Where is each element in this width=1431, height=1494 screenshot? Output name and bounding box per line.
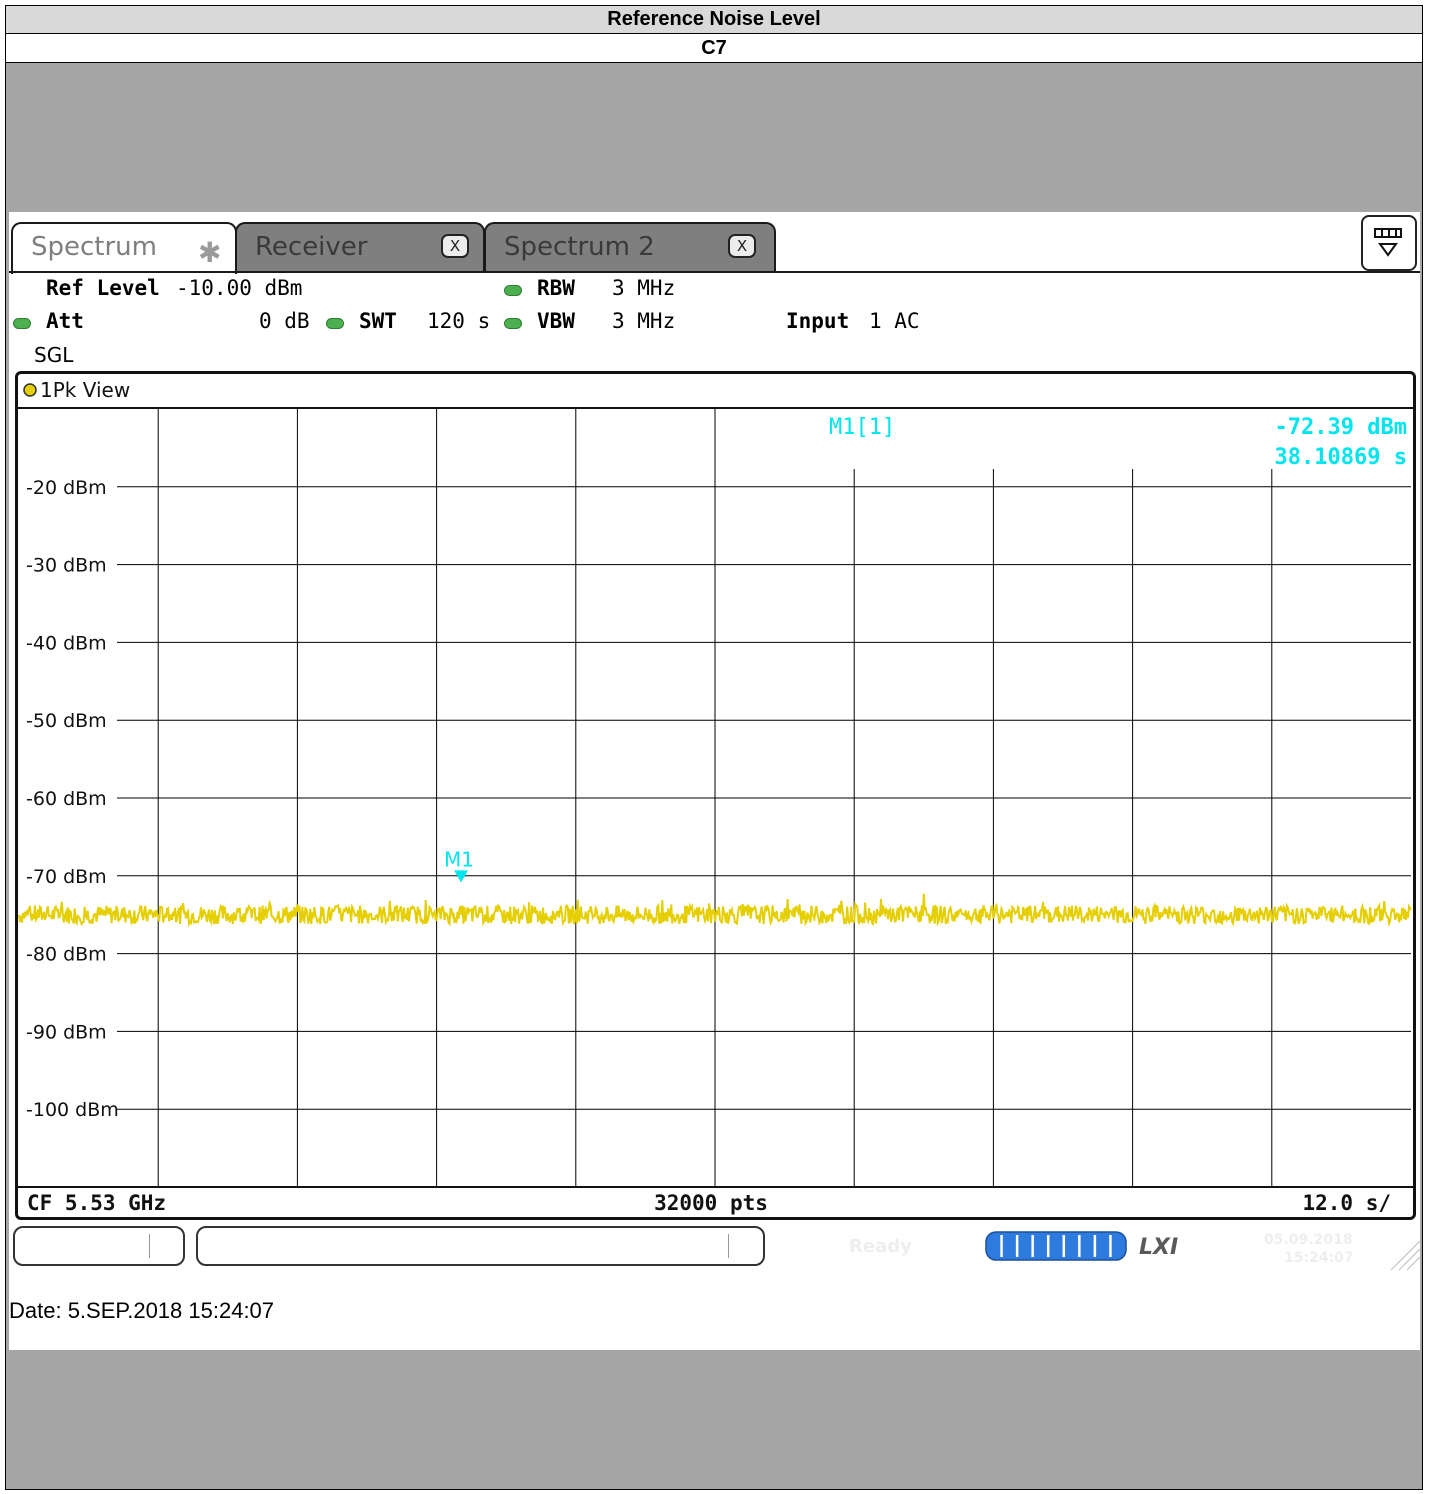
tab-receiver-label: Receiver [255, 232, 368, 262]
y-tick-label: -30 dBm [26, 555, 107, 577]
status-date: 05.09.2018 [1264, 1232, 1353, 1248]
sweep-points: 32000 pts [654, 1191, 768, 1215]
tab-spectrum-2-label: Spectrum 2 [504, 232, 655, 262]
ref-level-label: Ref Level [46, 276, 160, 300]
y-tick-label: -40 dBm [26, 632, 107, 654]
y-tick-label: -80 dBm [26, 944, 107, 966]
input-value: 1 AC [869, 309, 920, 333]
marker-readout-level: -72.39 dBm [1275, 415, 1407, 440]
rbw-label: RBW [537, 276, 575, 300]
spectrum-diagram: 1Pk View -20 dBm -30 dBm -40 dBm -50 dBm -60… [18, 378, 1413, 1215]
menu-button[interactable] [1361, 215, 1417, 271]
marker-readout-label: M1[1] [829, 415, 895, 440]
y-axis-ticks: -20 dBm -30 dBm -40 dBm -50 dBm -60 dBm -70 d… [26, 477, 119, 1121]
ready-status: Ready [849, 1236, 912, 1257]
status-bar-graphics: Ready LXI 05.09.2018 15:24:07 [849, 1231, 1420, 1270]
rbw-status-icon [504, 285, 522, 296]
status-bar: Ready LXI 05.09.2018 15:24:07 [779, 1220, 1420, 1270]
vbw-value: 3 MHz [612, 309, 676, 333]
y-tick-label: -60 dBm [26, 788, 107, 810]
lxi-logo: LXI [1139, 1235, 1178, 1260]
y-tick-label: -20 dBm [26, 477, 107, 499]
analyzer-screenshot: Spectrum ✱ Receiver X Spectrum 2 X Ref L… [9, 212, 1420, 1350]
softkey-button-1[interactable] [13, 1226, 185, 1266]
swt-status-icon [326, 318, 344, 329]
screenshot-date: Date: 5.SEP.2018 15:24:07 [9, 1298, 275, 1323]
input-label: Input [786, 309, 850, 333]
tab-baseline [9, 271, 1420, 273]
star-icon: ✱ [198, 236, 222, 269]
y-tick-label: -100 dBm [26, 1099, 119, 1121]
grid [117, 409, 1411, 1187]
center-frequency: CF 5.53 GHz [27, 1191, 166, 1215]
close-icon[interactable]: X [441, 234, 469, 258]
rbw-value: 3 MHz [612, 276, 676, 300]
tab-spectrum-2[interactable]: Spectrum 2 X [484, 222, 776, 272]
tab-spectrum-label: Spectrum [31, 232, 157, 262]
tab-spectrum[interactable]: Spectrum ✱ [11, 222, 237, 274]
page-title: Reference Noise Level [5, 5, 1423, 34]
tab-receiver[interactable]: Receiver X [235, 222, 485, 272]
progress-bar [985, 1231, 1127, 1261]
trace-line [18, 893, 1412, 928]
att-status-icon [13, 318, 31, 329]
softkey-divider [728, 1234, 729, 1258]
view-title: 1Pk View [40, 378, 130, 402]
time-per-division: 12.0 s/ [1302, 1191, 1391, 1215]
marker-readout-time: 38.10869 s [1275, 445, 1407, 470]
vbw-label: VBW [537, 309, 575, 333]
y-tick-label: -50 dBm [26, 710, 107, 732]
y-tick-label: -90 dBm [26, 1021, 107, 1043]
ref-level-value: -10.00 dBm [176, 276, 303, 300]
close-icon[interactable]: X [728, 234, 756, 258]
swt-value: 120 s [427, 309, 491, 333]
page-subtitle: C7 [5, 33, 1423, 63]
trace-indicator-icon [23, 383, 37, 397]
att-value: 0 dB [259, 309, 310, 333]
softkey-divider [149, 1234, 150, 1258]
marker-m1[interactable] [454, 870, 469, 883]
att-label: Att [46, 309, 84, 333]
softkey-button-2[interactable] [196, 1226, 765, 1266]
swt-label: SWT [359, 309, 397, 333]
sweep-mode: SGL [34, 343, 74, 367]
marker-m1-label: M1 [444, 847, 474, 871]
progress-segments [1000, 1235, 1112, 1257]
vbw-status-icon [504, 318, 522, 329]
y-tick-label: -70 dBm [26, 866, 107, 888]
status-time: 15:24:07 [1284, 1250, 1354, 1266]
resize-grip-icon[interactable] [1390, 1240, 1420, 1270]
menu-icon [1374, 228, 1402, 257]
